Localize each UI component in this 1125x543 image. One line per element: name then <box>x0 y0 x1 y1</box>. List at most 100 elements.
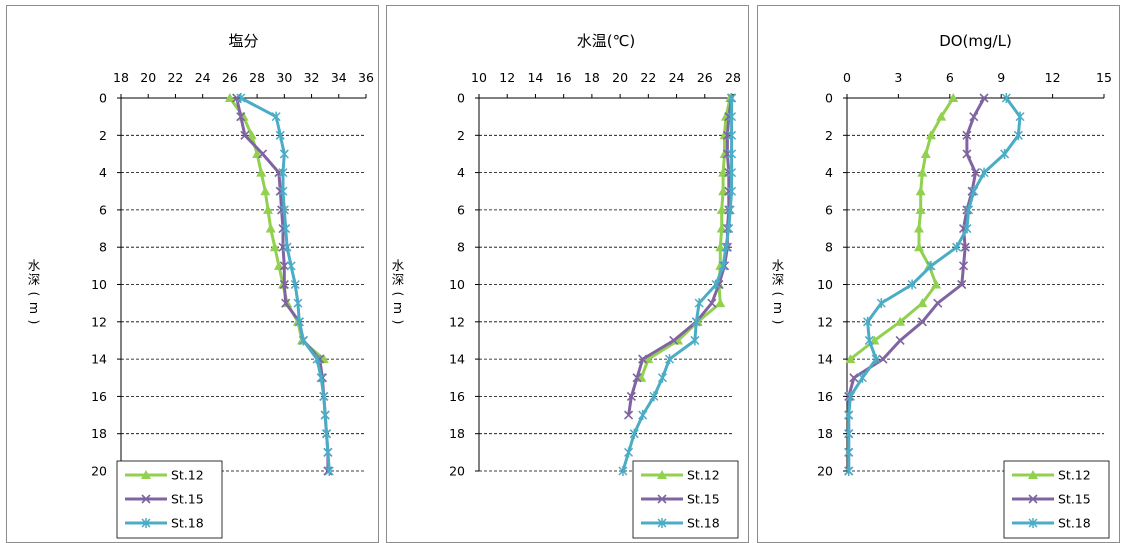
data-point <box>1013 130 1023 141</box>
y-tick-label: 12 <box>449 314 465 329</box>
data-point <box>845 391 855 402</box>
data-point <box>962 130 972 140</box>
data-point <box>711 279 721 290</box>
y-axis-label-char: 深 <box>28 272 41 287</box>
x-tick-label: 26 <box>222 70 238 85</box>
data-point <box>917 298 928 308</box>
x-tick-label: 28 <box>725 70 741 85</box>
data-point <box>252 148 263 158</box>
legend-marker <box>141 470 151 479</box>
chart-title: 水温(℃) <box>577 32 636 50</box>
data-point <box>964 204 974 215</box>
legend-marker <box>141 494 151 504</box>
y-axis-label-char: 水 <box>772 258 785 273</box>
data-point <box>718 186 729 196</box>
x-tick-label: 22 <box>167 70 183 85</box>
y-tick-label: 6 <box>825 202 833 217</box>
data-point <box>845 354 856 364</box>
data-point <box>316 372 326 383</box>
x-tick-label: 20 <box>612 70 628 85</box>
chart-title: DO(mg/L) <box>939 32 1012 50</box>
x-tick-label: 28 <box>249 70 265 85</box>
y-tick-label: 12 <box>817 314 833 329</box>
data-point <box>727 111 737 122</box>
data-point <box>664 354 675 365</box>
data-point <box>857 372 867 383</box>
data-point <box>920 148 931 158</box>
y-axis-label-char: ( <box>771 292 786 297</box>
data-point <box>849 373 859 383</box>
legend-marker <box>657 494 667 504</box>
data-point <box>320 410 330 421</box>
x-tick-label: 26 <box>697 70 713 85</box>
data-point <box>926 260 936 271</box>
data-point <box>863 316 873 327</box>
data-point <box>931 279 942 289</box>
x-tick-label: 18 <box>113 70 129 85</box>
legend-marker <box>1028 494 1038 504</box>
data-point <box>279 279 289 290</box>
y-tick-label: 16 <box>449 389 465 404</box>
data-point <box>323 447 333 458</box>
x-tick-label: 3 <box>894 70 902 85</box>
data-point <box>260 186 271 196</box>
data-point <box>624 447 634 458</box>
y-tick-label: 14 <box>449 352 465 367</box>
data-point <box>257 149 268 159</box>
data-point <box>278 167 288 178</box>
data-point <box>618 466 628 476</box>
series-st18 <box>236 93 334 476</box>
x-tick-label: 14 <box>527 70 543 85</box>
data-point <box>624 410 634 420</box>
data-point <box>271 111 281 122</box>
y-tick-label: 18 <box>817 426 833 441</box>
y-axis-label-char: ( <box>391 292 406 297</box>
x-tick-label: 34 <box>331 70 347 85</box>
data-point <box>727 130 737 141</box>
y-tick-label: 16 <box>817 389 833 404</box>
data-point <box>643 354 654 364</box>
data-point <box>715 242 726 252</box>
data-point <box>727 167 737 178</box>
y-tick-label: 2 <box>457 128 465 143</box>
y-tick-label: 14 <box>817 352 833 367</box>
x-tick-label: 0 <box>843 70 851 85</box>
y-tick-label: 0 <box>457 91 465 106</box>
y-tick-label: 10 <box>449 277 465 292</box>
data-point <box>907 279 917 290</box>
data-point <box>294 316 304 327</box>
data-point <box>952 242 962 253</box>
data-point <box>236 93 246 103</box>
x-tick-label: 24 <box>669 70 685 85</box>
y-tick-label: 2 <box>825 128 833 143</box>
data-point <box>718 260 728 271</box>
data-point <box>844 428 854 439</box>
data-point <box>895 335 905 346</box>
series-st18 <box>618 93 737 476</box>
series-st15 <box>844 93 989 476</box>
y-tick-label: 8 <box>825 240 833 255</box>
data-point <box>290 279 300 290</box>
data-point <box>279 261 289 271</box>
data-point <box>279 148 289 159</box>
y-axis-label-char: ) <box>391 320 406 325</box>
data-point <box>690 335 700 346</box>
data-point <box>969 186 979 197</box>
data-point <box>715 298 726 308</box>
data-point <box>915 186 926 196</box>
y-tick-label: 10 <box>91 277 107 292</box>
legend-marker <box>657 518 667 528</box>
y-tick-label: 4 <box>99 165 107 180</box>
data-point <box>657 372 667 383</box>
data-point <box>286 260 296 271</box>
data-point <box>240 130 250 140</box>
data-point <box>722 149 732 159</box>
data-point <box>915 204 926 214</box>
data-point <box>970 168 981 178</box>
y-tick-label: 4 <box>825 165 833 180</box>
legend-label: St.12 <box>687 468 720 483</box>
y-tick-label: 2 <box>99 128 107 143</box>
data-point <box>727 93 737 103</box>
data-point <box>707 298 717 308</box>
